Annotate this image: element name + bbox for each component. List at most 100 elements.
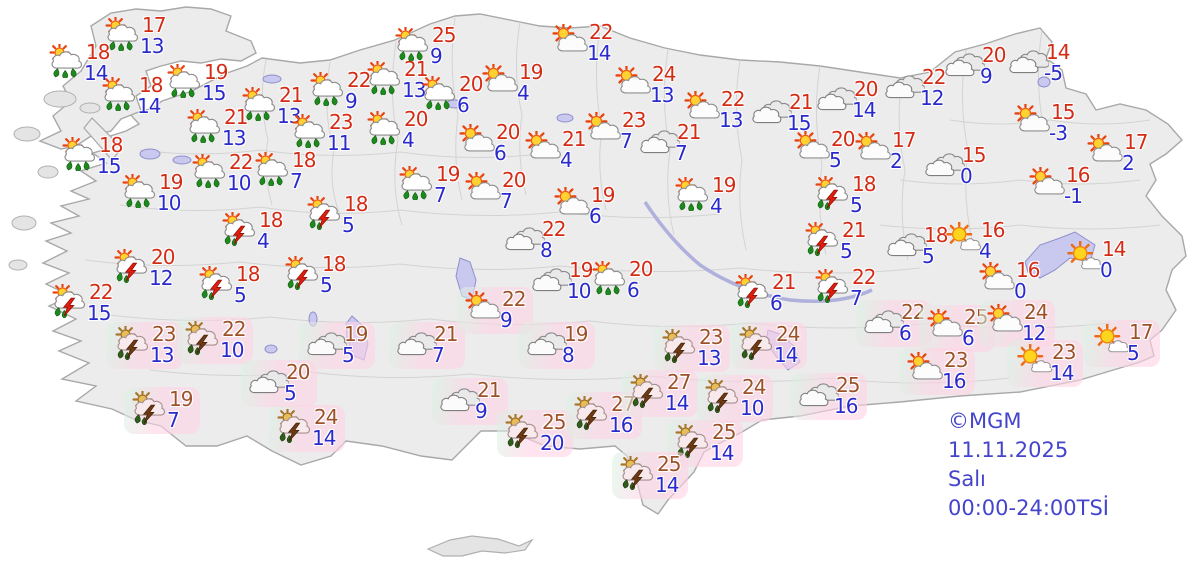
cloudy-icon xyxy=(883,69,925,103)
thunderstorm-icon xyxy=(803,222,845,256)
weather-station: 20 9 xyxy=(943,43,1006,86)
high-temp: 23 xyxy=(152,322,176,346)
sun-cloud-rain-icon xyxy=(253,152,295,186)
high-temp: 21 xyxy=(789,90,813,114)
weather-station: 23 13 xyxy=(653,325,731,372)
temperature-pair: 22 7 xyxy=(850,267,876,308)
high-temp: 20 xyxy=(982,43,1006,67)
weather-station: 24 13 xyxy=(613,64,676,105)
low-temp: -5 xyxy=(1044,61,1063,85)
low-temp: 13 xyxy=(140,34,164,58)
mostly-sunny-icon xyxy=(1090,324,1132,358)
low-temp: 9 xyxy=(500,308,513,332)
weather-station: 19 10 xyxy=(530,260,593,301)
cloudy-icon xyxy=(530,262,572,296)
high-temp: 16 xyxy=(981,218,1005,242)
weather-station: 19 7 xyxy=(123,387,201,434)
low-temp: 7 xyxy=(290,169,303,193)
mostly-sunny-icon xyxy=(942,222,984,256)
high-temp: 21 xyxy=(772,270,796,294)
weather-station: 18 5 xyxy=(197,264,260,305)
weather-station: 18 15 xyxy=(60,135,123,178)
gallipoli-peninsula xyxy=(83,117,123,161)
weather-station: 19 8 xyxy=(518,322,596,369)
low-temp: 2 xyxy=(1122,151,1135,175)
weather-station: 22 9 xyxy=(308,68,371,113)
cloudy-icon xyxy=(750,94,792,128)
temperature-pair: 14 0 xyxy=(1100,237,1126,280)
weather-station: 20 12 xyxy=(112,247,175,288)
high-temp: 17 xyxy=(892,128,916,152)
weather-station: 21 7 xyxy=(388,322,466,369)
temperature-pair: 20 6 xyxy=(494,120,520,165)
sun-cloud-rain-icon xyxy=(60,137,102,171)
weather-station: 18 5 xyxy=(305,194,368,235)
thunderstorm-warning-icon xyxy=(628,374,670,408)
low-temp: 6 xyxy=(494,141,507,165)
high-temp: 21 xyxy=(224,105,248,129)
weather-station: 25 14 xyxy=(611,452,689,499)
forecast-day: Salı xyxy=(948,467,986,491)
high-temp: 14 xyxy=(1102,237,1126,261)
low-temp: 9 xyxy=(430,44,443,68)
high-temp: 19 xyxy=(564,322,588,346)
thunderstorm-icon xyxy=(112,249,154,283)
high-temp: 20 xyxy=(496,120,520,144)
high-temp: 18 xyxy=(139,73,163,97)
low-temp: 6 xyxy=(627,278,640,302)
high-temp: 25 xyxy=(836,373,860,397)
temperature-pair: 17 2 xyxy=(1122,132,1148,175)
weather-station: 18 7 xyxy=(253,150,316,193)
cloudy-icon xyxy=(503,221,545,255)
low-temp: 15 xyxy=(97,154,121,178)
thunderstorm-warning-icon xyxy=(572,396,614,430)
low-temp: 9 xyxy=(475,399,488,423)
high-temp: 15 xyxy=(1051,100,1075,124)
sun-cloud-rain-icon xyxy=(365,61,407,95)
high-temp: 21 xyxy=(404,57,428,81)
temperature-pair: 23 16 xyxy=(942,350,968,391)
temperature-pair: 25 20 xyxy=(540,412,566,453)
temperature-pair: 22 14 xyxy=(587,22,613,63)
weather-station: 21 6 xyxy=(733,270,796,313)
weather-station: 25 9 xyxy=(393,25,456,68)
thunderstorm-warning-icon xyxy=(130,391,172,425)
weather-station: 16 -1 xyxy=(1027,165,1090,206)
weather-station: 22 9 xyxy=(456,287,534,334)
weather-station: 24 12 xyxy=(978,300,1056,347)
high-temp: 22 xyxy=(347,68,371,92)
low-temp: 8 xyxy=(540,238,553,262)
weather-station: 23 11 xyxy=(290,112,353,153)
temperature-pair: 25 16 xyxy=(834,373,860,416)
weather-station: 14 0 xyxy=(1063,237,1126,280)
temperature-pair: 27 14 xyxy=(665,372,691,413)
temperature-pair: 18 5 xyxy=(922,223,948,266)
temperature-pair: 19 6 xyxy=(589,185,615,226)
low-temp: 9 xyxy=(345,89,358,113)
weather-station: 17 2 xyxy=(1085,132,1148,175)
thunderstorm-icon xyxy=(733,274,775,308)
temperature-pair: 18 5 xyxy=(342,194,368,235)
temperature-pair: 19 8 xyxy=(562,322,588,365)
temperature-pair: 24 14 xyxy=(774,324,800,365)
weather-station: 27 14 xyxy=(621,370,699,417)
sun-behind-cloud-icon xyxy=(457,124,499,158)
high-temp: 18 xyxy=(86,40,110,64)
temperature-pair: 21 9 xyxy=(475,380,501,423)
high-temp: 22 xyxy=(922,65,946,89)
high-temp: 18 xyxy=(924,223,948,247)
high-temp: 23 xyxy=(699,325,723,349)
temperature-pair: 18 14 xyxy=(84,40,110,83)
weather-station: 22 12 xyxy=(883,65,946,108)
sun-cloud-rain-icon xyxy=(420,76,462,110)
high-temp: 19 xyxy=(436,162,460,186)
cloudy-icon xyxy=(923,147,965,181)
low-temp: 15 xyxy=(202,81,226,105)
temperature-pair: 20 7 xyxy=(500,170,526,211)
temperature-pair: 19 10 xyxy=(157,172,183,213)
low-temp: 5 xyxy=(1127,341,1140,365)
weather-station: 24 14 xyxy=(730,322,808,369)
high-temp: 17 xyxy=(1129,320,1153,344)
temperature-pair: 18 7 xyxy=(290,150,316,193)
